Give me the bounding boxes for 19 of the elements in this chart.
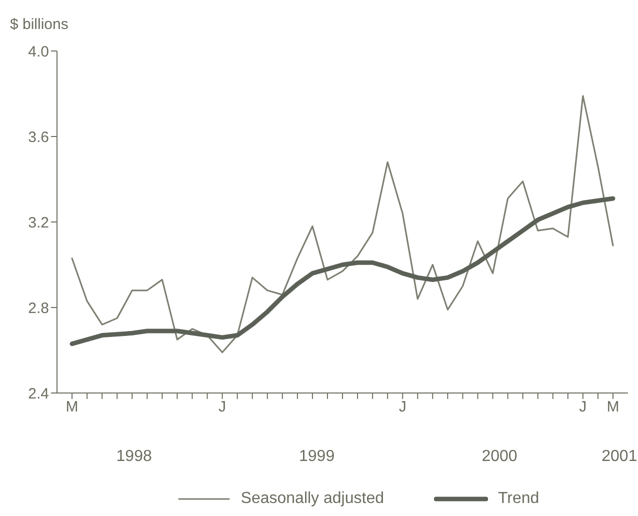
text: 1998: [116, 448, 152, 466]
y-tick-label: 2.4: [28, 385, 49, 402]
legend-label: Trend: [498, 490, 540, 508]
line-series: [70, 196, 616, 346]
y-tick-label: 3.6: [28, 128, 49, 146]
y-tick-label: 3.2: [28, 214, 49, 232]
y-tick-label: 4.0: [28, 43, 49, 60]
legend-label: Seasonally adjusted: [240, 490, 384, 508]
text: 1999: [299, 448, 335, 466]
text: 2001: [602, 448, 638, 466]
text: 2000: [482, 448, 518, 466]
line-series: [71, 95, 614, 354]
x-tick-label: J: [579, 398, 587, 416]
x-tick-label: J: [218, 398, 226, 416]
x-tick-label: M: [66, 398, 78, 416]
y-axis-title: $ billions: [10, 16, 68, 33]
x-tick-label: J: [398, 398, 406, 416]
y-tick-label: 2.8: [28, 300, 49, 317]
x-tick-label: M: [606, 398, 620, 416]
